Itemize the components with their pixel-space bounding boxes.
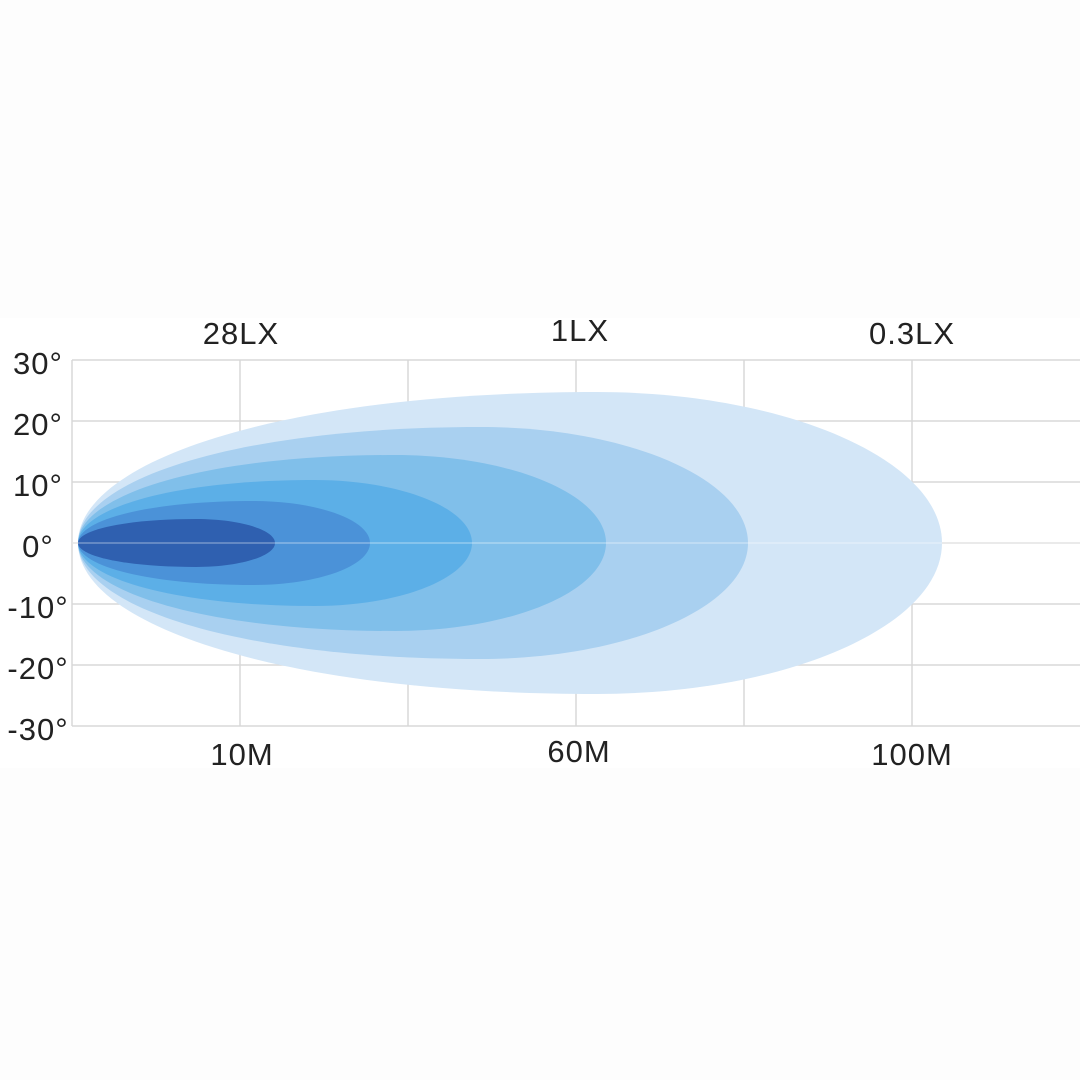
lux-label: 28LX — [203, 316, 279, 351]
angle-label: 30° — [13, 346, 63, 381]
distance-label: 100M — [871, 737, 953, 772]
distance-label: 10M — [210, 737, 273, 772]
angle-label: 20° — [13, 407, 63, 442]
angle-label: 0° — [22, 529, 54, 564]
lux-label: 0.3LX — [869, 316, 955, 351]
distance-label: 60M — [547, 734, 610, 769]
angle-label: -30° — [7, 712, 68, 747]
angle-label: -20° — [7, 651, 68, 686]
beam-zone — [78, 519, 275, 567]
angle-label: -10° — [7, 590, 68, 625]
angle-label: 10° — [13, 468, 63, 503]
lux-label: 1LX — [551, 313, 609, 348]
labels: 28LX 1LX 0.3LX 10M 60M 100M 30° 20° 10° 0° -… — [7, 313, 955, 772]
beam-zones — [72, 392, 1080, 694]
